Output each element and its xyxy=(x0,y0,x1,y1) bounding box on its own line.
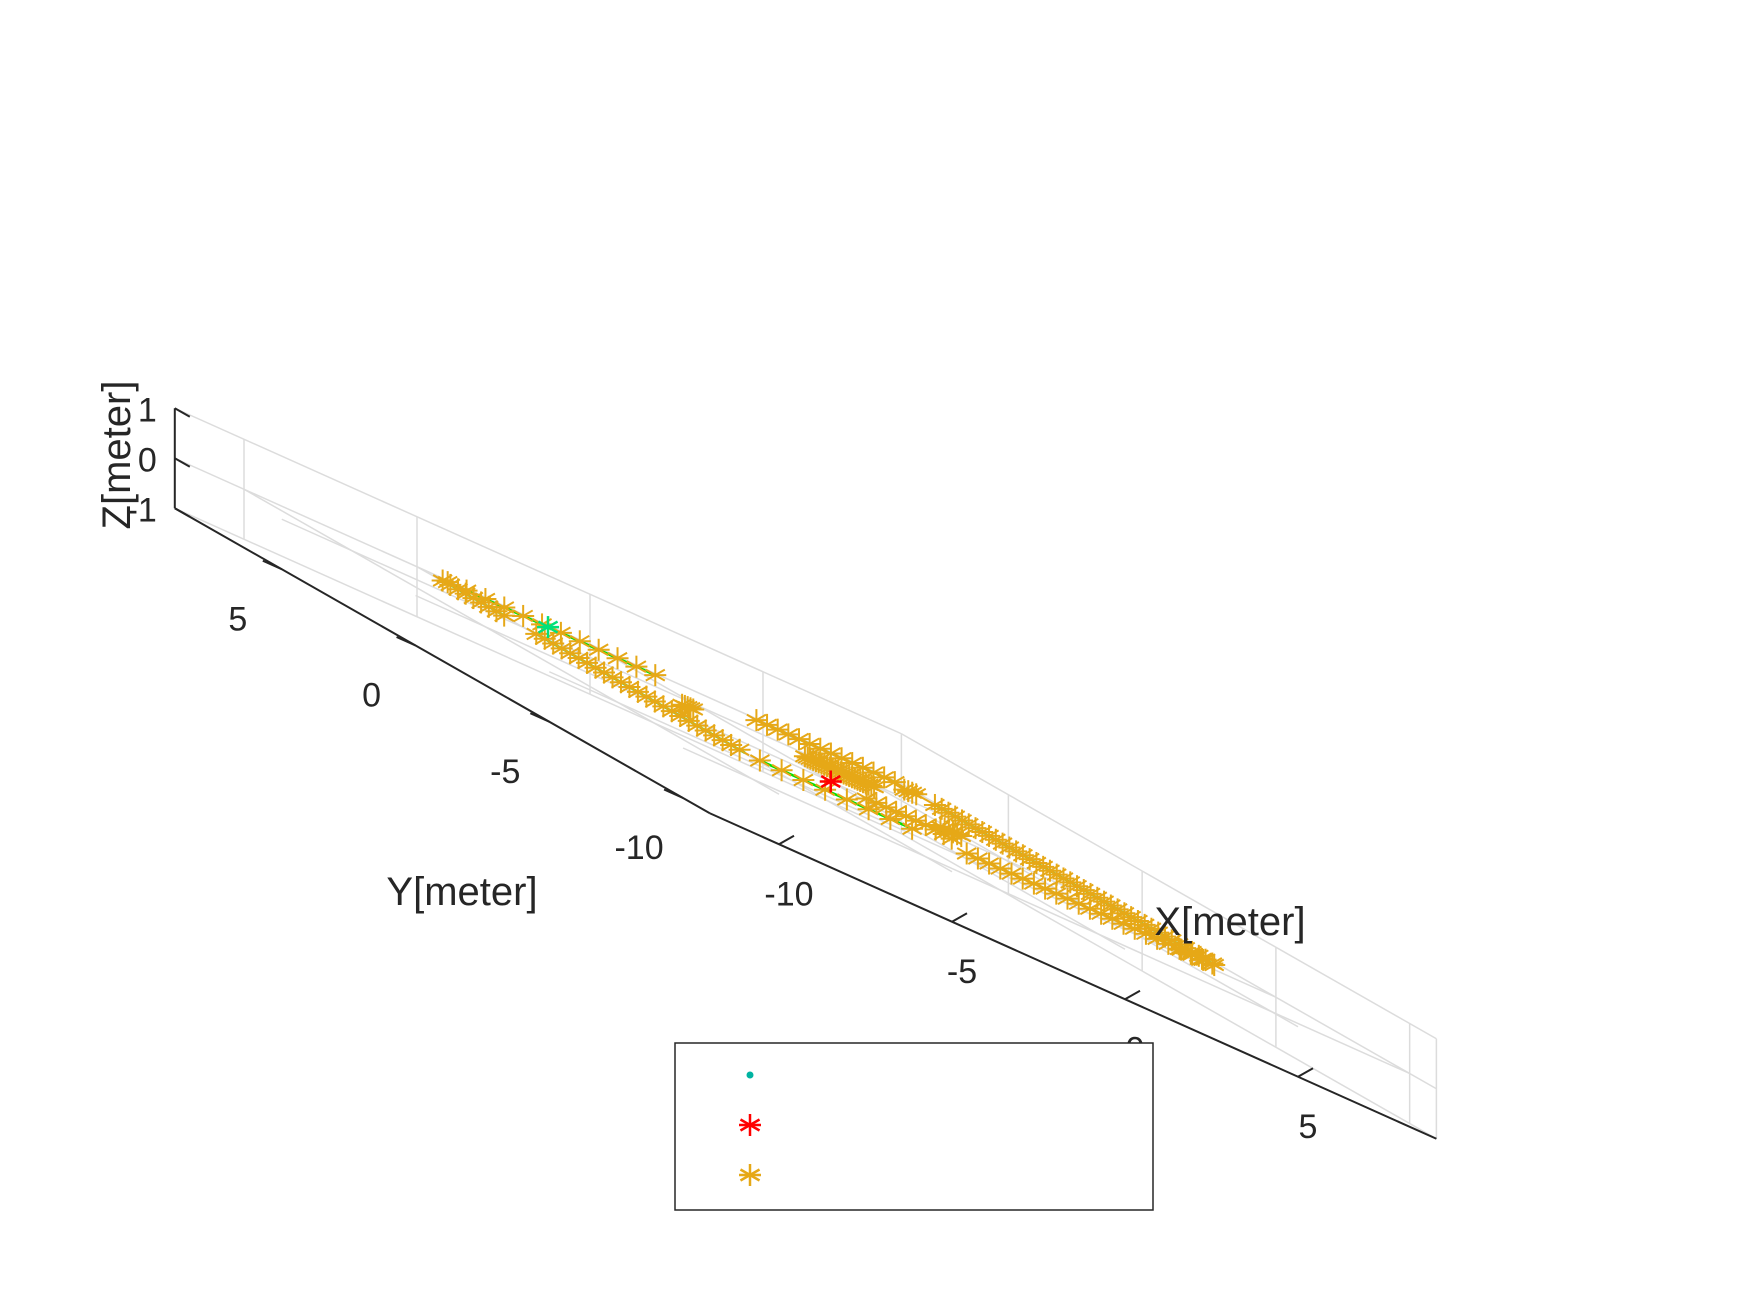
landmark-point xyxy=(1067,892,1090,915)
landmark-point xyxy=(955,842,978,865)
y-tick-label: -10 xyxy=(614,829,663,867)
landmark-point xyxy=(1045,882,1068,905)
landmark-point xyxy=(756,713,779,736)
z-tick xyxy=(174,507,191,518)
landmark-point xyxy=(493,604,516,627)
landmark-point xyxy=(625,655,648,678)
landmark-point xyxy=(787,728,810,751)
landmark-point xyxy=(512,604,535,627)
grid-lines xyxy=(174,407,1438,1140)
y-tick xyxy=(529,712,550,723)
landmark-point xyxy=(950,825,973,848)
landmark-point xyxy=(1090,902,1113,925)
landmark-point xyxy=(1034,877,1057,900)
landmark-point xyxy=(1190,947,1213,970)
z-tick-label: 1 xyxy=(138,391,157,429)
y-tick xyxy=(262,559,283,571)
origin-point xyxy=(819,770,842,793)
landmark-point xyxy=(644,664,667,687)
landmark-point xyxy=(748,749,771,772)
landmark-point xyxy=(1011,867,1034,890)
landmark-point xyxy=(835,788,858,811)
landmark-point xyxy=(1134,922,1157,945)
landmark-point xyxy=(978,852,1001,875)
x-tick xyxy=(778,834,795,846)
landmark-point xyxy=(1056,887,1079,910)
landmark-point xyxy=(1101,907,1124,930)
landmark-point xyxy=(873,766,896,789)
highlight-point xyxy=(537,616,560,639)
legend xyxy=(674,1042,1154,1211)
x-axis-label: X[meter] xyxy=(1154,900,1305,944)
y-tick-label: 5 xyxy=(228,600,247,638)
legend-robot-marker xyxy=(746,1071,754,1079)
landmark-point xyxy=(1022,872,1045,895)
landmark-point xyxy=(728,738,751,761)
landmark-point xyxy=(863,776,886,799)
y-tick xyxy=(396,636,416,647)
grid-line-z xyxy=(901,833,1437,1140)
landmark-point xyxy=(1146,927,1169,950)
legend-landmark-marker xyxy=(739,1164,761,1186)
x-axis-line xyxy=(709,812,1437,1140)
y-tick-label: 0 xyxy=(362,677,381,715)
z-tick-label: -1 xyxy=(127,491,157,529)
y-axis-line xyxy=(174,507,711,815)
grid-line-y xyxy=(415,594,1143,922)
landmark-point xyxy=(745,709,768,732)
landmark-point xyxy=(1123,917,1146,940)
x-tick xyxy=(1297,1067,1314,1078)
landmark-point xyxy=(1000,862,1023,885)
landmark-point xyxy=(682,698,705,721)
landmark-point xyxy=(1179,942,1202,965)
legend-landmark-asterisk xyxy=(739,1164,761,1186)
landmark-point xyxy=(885,800,908,823)
landmark-point xyxy=(989,857,1012,880)
grid-line-z xyxy=(174,507,902,835)
landmark-point xyxy=(893,778,916,801)
z-tick-label: 0 xyxy=(138,441,157,479)
landmark-point xyxy=(587,638,610,661)
y-tick xyxy=(663,788,684,799)
z-tick xyxy=(174,457,191,468)
y-tick-label: -5 xyxy=(490,753,520,791)
landmark-point xyxy=(904,809,927,832)
axes: -10-505-10-505-101 xyxy=(127,391,1437,1146)
y-axis-label: Y[meter] xyxy=(386,870,537,914)
landmark-point xyxy=(1168,937,1191,960)
x-tick-label: 5 xyxy=(1299,1108,1318,1146)
z-tick xyxy=(174,407,191,418)
landmark-point xyxy=(766,718,789,741)
landmark-point xyxy=(568,630,591,653)
legend-origin-asterisk xyxy=(739,1114,761,1136)
landmark-point xyxy=(966,847,989,870)
grid-line-x xyxy=(589,643,1126,950)
x-tick xyxy=(951,912,968,923)
x-tick-label: -5 xyxy=(947,953,977,991)
grid-line-z xyxy=(901,733,1437,1040)
landmark-point xyxy=(770,759,793,782)
landmark-point xyxy=(1112,912,1135,935)
grid-line-x xyxy=(243,488,780,795)
data-markers xyxy=(431,569,1226,977)
landmark-point xyxy=(792,769,815,792)
landmark-point xyxy=(1157,932,1180,955)
x-tick-label: -10 xyxy=(764,875,813,913)
x-tick xyxy=(1124,989,1141,1001)
grid-line-z xyxy=(174,407,902,735)
grid-line-y xyxy=(682,747,1410,1075)
landmark-point xyxy=(777,723,800,746)
legend-origin-marker xyxy=(739,1114,761,1136)
z-axis-label: Z[meter] xyxy=(95,381,139,530)
landmark-point xyxy=(606,647,629,670)
landmark-point xyxy=(1078,897,1101,920)
grid-line-y xyxy=(281,518,1009,846)
